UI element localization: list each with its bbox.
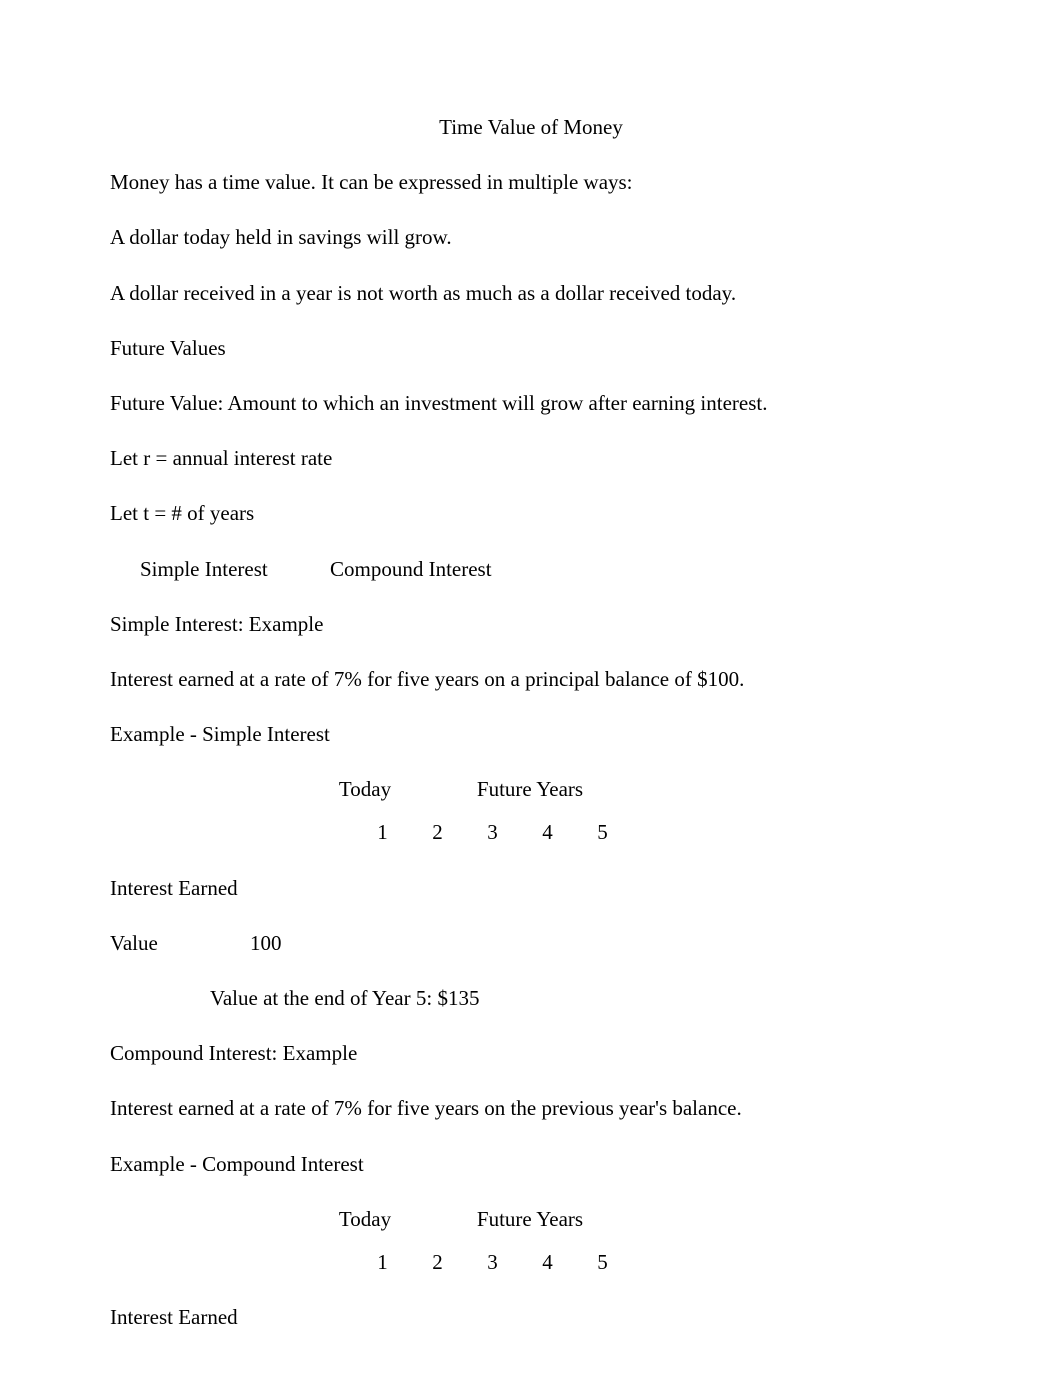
year-5-c: 5 bbox=[575, 1250, 630, 1275]
compound-year-numbers-row: 1 2 3 4 5 bbox=[110, 1250, 952, 1275]
year-3-c: 3 bbox=[465, 1250, 520, 1275]
future-years-column-label-2: Future Years bbox=[430, 1207, 630, 1232]
compound-interest-label: Compound Interest bbox=[330, 557, 492, 582]
value-initial: 100 bbox=[250, 931, 282, 956]
interest-types-row: Simple Interest Compound Interest bbox=[110, 557, 952, 582]
value-label: Value bbox=[110, 931, 250, 956]
simple-table-header: Today Future Years bbox=[110, 777, 952, 802]
year-2: 2 bbox=[410, 820, 465, 845]
year-3: 3 bbox=[465, 820, 520, 845]
simple-interest-example-label: Example - Simple Interest bbox=[110, 722, 952, 747]
simple-interest-label: Simple Interest bbox=[110, 557, 330, 582]
simple-year-numbers-row: 1 2 3 4 5 bbox=[110, 820, 952, 845]
intro-paragraph-1: Money has a time value. It can be expres… bbox=[110, 170, 952, 195]
compound-table-header: Today Future Years bbox=[110, 1207, 952, 1232]
year-4: 4 bbox=[520, 820, 575, 845]
value-row: Value 100 bbox=[110, 931, 952, 956]
simple-interest-example-heading: Simple Interest: Example bbox=[110, 612, 952, 637]
let-r-definition: Let r = annual interest rate bbox=[110, 446, 952, 471]
year-5: 5 bbox=[575, 820, 630, 845]
today-column-label-2: Today bbox=[300, 1207, 430, 1232]
intro-paragraph-2: A dollar today held in savings will grow… bbox=[110, 225, 952, 250]
interest-earned-label: Interest Earned bbox=[110, 876, 952, 901]
year-1-c: 1 bbox=[355, 1250, 410, 1275]
future-values-heading: Future Values bbox=[110, 336, 952, 361]
future-value-definition: Future Value: Amount to which an investm… bbox=[110, 391, 952, 416]
intro-paragraph-3: A dollar received in a year is not worth… bbox=[110, 281, 952, 306]
today-column-label: Today bbox=[300, 777, 430, 802]
compound-interest-example-label: Example - Compound Interest bbox=[110, 1152, 952, 1177]
compound-interest-example-heading: Compound Interest: Example bbox=[110, 1041, 952, 1066]
year-4-c: 4 bbox=[520, 1250, 575, 1275]
document-title: Time Value of Money bbox=[110, 115, 952, 140]
simple-interest-example-description: Interest earned at a rate of 7% for five… bbox=[110, 667, 952, 692]
year-2-c: 2 bbox=[410, 1250, 465, 1275]
year-1: 1 bbox=[355, 820, 410, 845]
future-years-column-label: Future Years bbox=[430, 777, 630, 802]
interest-earned-label-2: Interest Earned bbox=[110, 1305, 952, 1330]
let-t-definition: Let t = # of years bbox=[110, 501, 952, 526]
end-value-year-5: Value at the end of Year 5: $135 bbox=[110, 986, 952, 1011]
compound-interest-example-description: Interest earned at a rate of 7% for five… bbox=[110, 1096, 952, 1121]
